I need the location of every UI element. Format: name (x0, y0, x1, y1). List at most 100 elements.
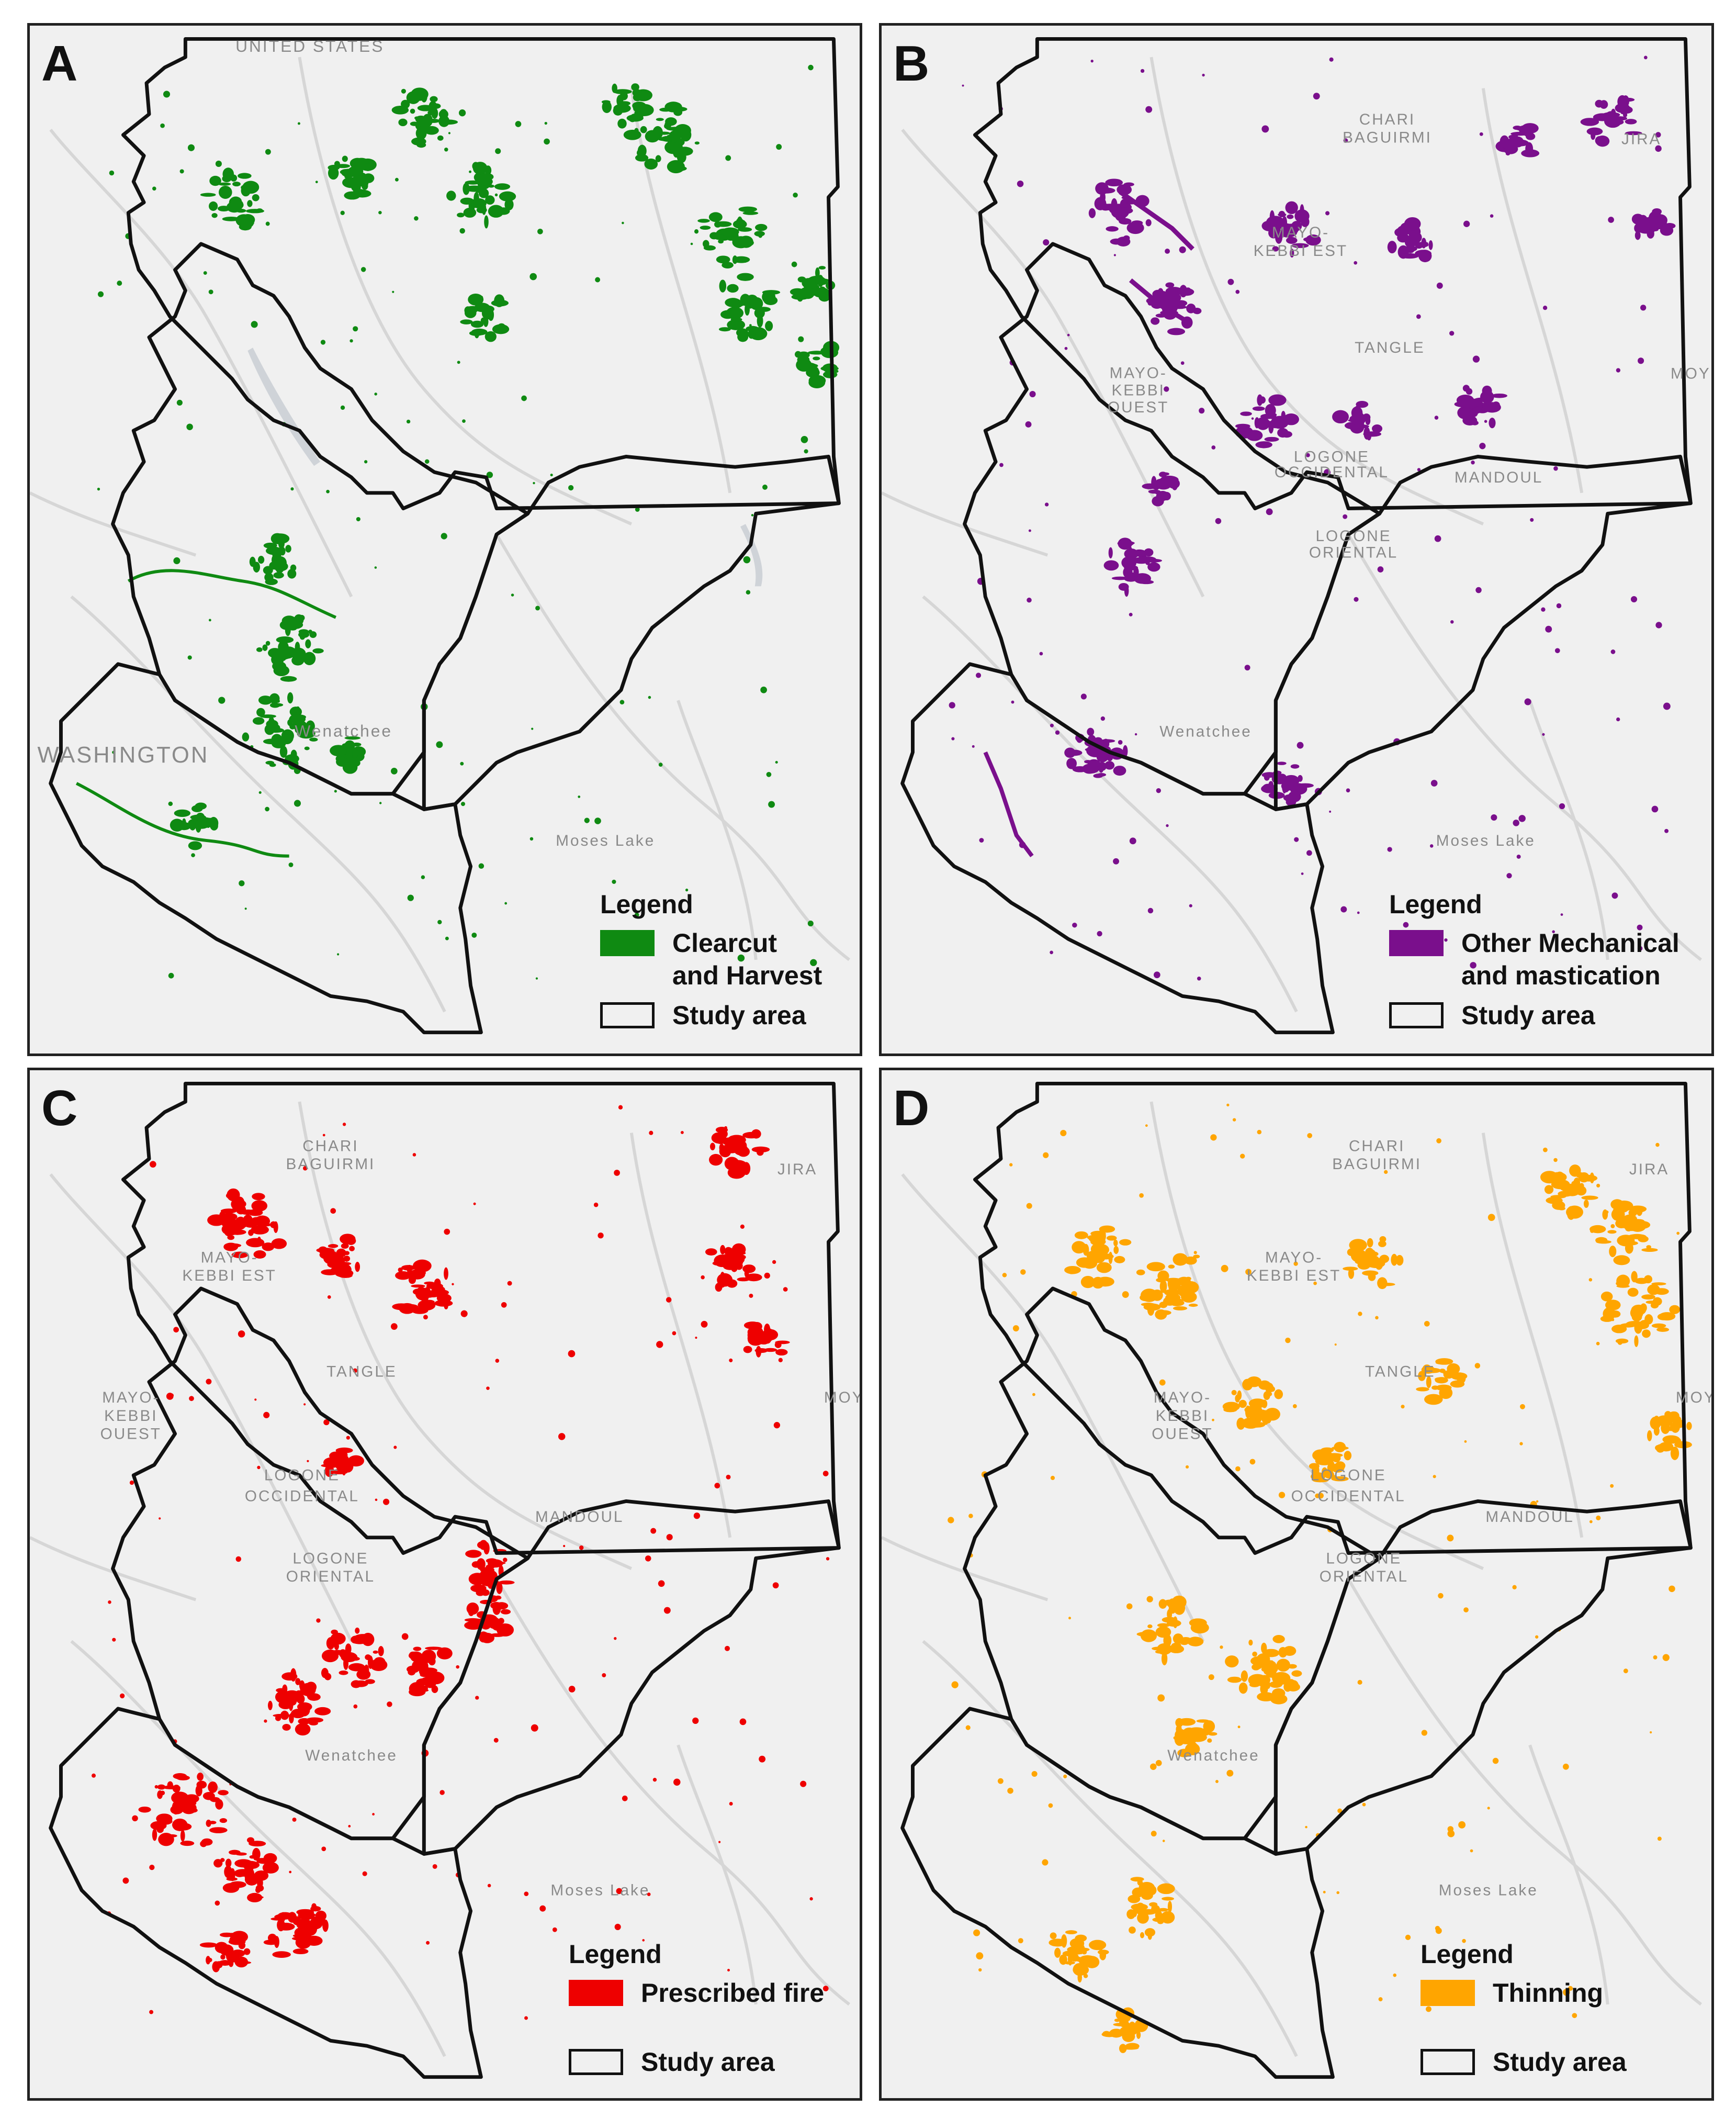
treatment-speck (1447, 1826, 1454, 1832)
treatment-patch (504, 198, 514, 210)
treatment-speck (652, 1778, 657, 1782)
treatment-patch (1404, 236, 1417, 248)
treatment-patch (1108, 547, 1113, 558)
treatment-speck (1430, 780, 1438, 787)
treatment-speck (475, 1696, 479, 1700)
treatment-patch (457, 212, 465, 218)
treatment-patch (1114, 1256, 1125, 1263)
river-line (1481, 1133, 1584, 1538)
treatment-speck (593, 1202, 599, 1207)
treatment-speck (1640, 305, 1647, 311)
basemap-layer (882, 1101, 1702, 2057)
treatment-patch (1187, 1727, 1205, 1735)
treatment-patch (306, 720, 315, 732)
treatment-patch (478, 1543, 486, 1548)
treatment-patch (423, 1299, 435, 1304)
treatment-patch (1180, 1637, 1192, 1643)
place-label: TANGLE (1355, 339, 1425, 356)
place-label: ORIENTAL (1320, 1568, 1408, 1585)
place-label: JIRA (777, 1161, 817, 1178)
treatment-speck (1050, 723, 1054, 727)
treatment-patch (265, 641, 270, 646)
treatment-patch (256, 708, 265, 717)
treatment-patch (401, 1265, 415, 1271)
treatment-patch (251, 1200, 267, 1212)
treatment-speck (1378, 1997, 1383, 2002)
treatment-patch (1303, 237, 1315, 242)
treatment-speck (656, 1341, 663, 1348)
treatment-speck (235, 1556, 242, 1562)
treatment-speck (1257, 1129, 1262, 1135)
treatment-patch (1129, 1926, 1136, 1934)
treatment-patch (1067, 1946, 1085, 1953)
treatment-speck (119, 1693, 125, 1699)
treatment-speck (1305, 1825, 1307, 1829)
treatment-patch (619, 92, 628, 100)
treatment-patch (1183, 1281, 1199, 1294)
treatment-patch (1591, 131, 1596, 140)
treatment-speck (340, 405, 345, 410)
treatment-speck (1020, 1269, 1026, 1275)
treatment-speck (1616, 717, 1620, 722)
treatment-patch (298, 1925, 311, 1937)
treatment-patch (1185, 287, 1191, 292)
treatment-patch (1181, 1738, 1192, 1742)
treatment-patch (290, 647, 306, 659)
treatment-speck (1220, 1645, 1223, 1649)
treatment-patch (276, 556, 286, 569)
treatment-speck (1346, 788, 1350, 793)
treatment-patch (1255, 441, 1272, 449)
treatment-patch (727, 284, 739, 293)
treatment-patch (470, 198, 487, 208)
treatment-speck (1211, 445, 1216, 450)
treatment-speck (1315, 1493, 1320, 1498)
treatment-patch (1137, 1879, 1143, 1886)
treatment-speck (132, 1815, 138, 1822)
treatment-speck (563, 1544, 566, 1548)
treatment-speck (1524, 698, 1531, 705)
treatment-patch (1145, 219, 1152, 227)
treatment-patch (309, 737, 318, 742)
treatment-patch (1122, 2017, 1131, 2022)
treatment-speck (794, 351, 802, 358)
treatment-speck (1029, 391, 1036, 398)
treatment-speck (1466, 388, 1473, 395)
treatment-speck (334, 161, 340, 167)
treatment-patch (500, 1609, 511, 1615)
treatment-speck (739, 1718, 747, 1725)
treatment-patch (1638, 1236, 1649, 1242)
treatment-speck (1050, 950, 1054, 955)
treatment-patch (249, 556, 256, 567)
place-label: BAGUIRMI (1343, 129, 1432, 147)
treatment-patch (658, 131, 671, 135)
treatment-speck (778, 1358, 783, 1362)
treatment-speck (448, 132, 451, 135)
place-label: KEBBI EST (1247, 1267, 1341, 1284)
treatment-speck (1151, 1831, 1157, 1837)
treatment-speck (1313, 1281, 1317, 1285)
treatment-patch (749, 297, 763, 310)
treatment-patch (1168, 1264, 1175, 1269)
place-label: Moses Lake (1439, 1882, 1538, 1899)
treatment-speck (1237, 1725, 1241, 1729)
treatment-patch (1558, 1206, 1565, 1211)
treatment-patch (235, 1852, 247, 1856)
treatment-patch (1157, 1623, 1170, 1628)
treatment-patch (439, 119, 458, 125)
treatment-patch (341, 1243, 349, 1249)
treatment-patch (1157, 288, 1164, 296)
place-label: MOY (1676, 1389, 1711, 1406)
treatment-speck (690, 242, 693, 245)
treatment-patch (1424, 1394, 1443, 1405)
treatment-speck (1429, 844, 1434, 848)
treatment-speck (504, 902, 508, 905)
treatment-patch (299, 1680, 305, 1691)
treatment-patch (302, 1916, 310, 1928)
treatment-speck (215, 160, 222, 167)
treatment-patch (1207, 1738, 1212, 1743)
map-panel-d: CHARI BAGUIRMI MAYO- KEBBI EST TANGLE MAYO- KE… (879, 1068, 1714, 2101)
treatment-patch (1167, 1900, 1173, 1913)
treatment-speck (1100, 716, 1106, 721)
treatment-speck (976, 1952, 984, 1960)
